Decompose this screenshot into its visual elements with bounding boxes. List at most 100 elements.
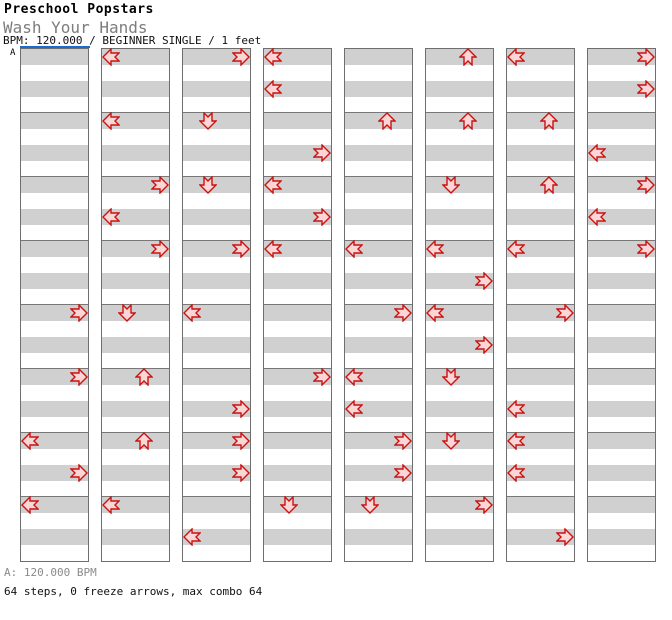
- note-arrow-left-icon: [345, 400, 363, 418]
- note-arrow-left-icon: [102, 112, 120, 130]
- beat-line: [102, 112, 169, 113]
- beat-line: [507, 304, 574, 305]
- note-arrow-right-icon: [232, 400, 250, 418]
- measure: [101, 48, 170, 562]
- note-arrow-up-icon: [459, 48, 477, 66]
- note-arrow-down-icon: [442, 368, 460, 386]
- beat-line: [264, 368, 331, 369]
- beat-line: [264, 496, 331, 497]
- note-arrow-right-icon: [637, 80, 655, 98]
- measure: [506, 48, 575, 562]
- beat-line: [345, 112, 412, 113]
- note-arrow-right-icon: [313, 208, 331, 226]
- beat-line: [183, 176, 250, 177]
- beat-line: [426, 496, 493, 497]
- song-title: Wash Your Hands: [3, 18, 148, 37]
- note-arrow-right-icon: [232, 240, 250, 258]
- note-arrow-left-icon: [183, 304, 201, 322]
- beat-line: [183, 112, 250, 113]
- beat-line: [588, 240, 655, 241]
- note-arrow-left-icon: [102, 48, 120, 66]
- note-arrow-left-icon: [264, 48, 282, 66]
- note-arrow-left-icon: [588, 144, 606, 162]
- beat-line: [345, 368, 412, 369]
- note-arrow-left-icon: [21, 496, 39, 514]
- beat-line: [507, 368, 574, 369]
- note-arrow-right-icon: [232, 48, 250, 66]
- beat-line: [21, 432, 88, 433]
- note-arrow-left-icon: [102, 496, 120, 514]
- note-arrow-left-icon: [588, 208, 606, 226]
- note-arrow-right-icon: [394, 464, 412, 482]
- note-arrow-left-icon: [507, 400, 525, 418]
- note-arrow-left-icon: [345, 240, 363, 258]
- note-arrow-right-icon: [637, 48, 655, 66]
- note-arrow-up-icon: [135, 368, 153, 386]
- measure: [20, 48, 89, 562]
- beat-line: [426, 432, 493, 433]
- bpm-marker-label: A: [10, 48, 16, 58]
- beat-line: [426, 176, 493, 177]
- beat-line: [426, 368, 493, 369]
- beat-line: [345, 432, 412, 433]
- beat-line: [588, 176, 655, 177]
- note-arrow-right-icon: [70, 464, 88, 482]
- beat-line: [102, 240, 169, 241]
- chart-meta: BPM: 120.000 / BEGINNER SINGLE / 1 feet: [3, 34, 262, 47]
- note-arrow-right-icon: [637, 176, 655, 194]
- note-arrow-up-icon: [378, 112, 396, 130]
- beat-line: [507, 432, 574, 433]
- note-arrow-right-icon: [232, 464, 250, 482]
- note-arrow-right-icon: [313, 368, 331, 386]
- note-arrow-right-icon: [475, 272, 493, 290]
- note-arrow-right-icon: [475, 496, 493, 514]
- note-arrow-up-icon: [459, 112, 477, 130]
- note-arrow-left-icon: [507, 240, 525, 258]
- note-arrow-left-icon: [264, 176, 282, 194]
- footer-bpm-text: A: 120.000 BPM: [4, 566, 97, 579]
- note-arrow-right-icon: [70, 304, 88, 322]
- beat-line: [507, 112, 574, 113]
- note-arrow-right-icon: [475, 336, 493, 354]
- beat-line: [21, 496, 88, 497]
- note-arrow-down-icon: [361, 496, 379, 514]
- note-arrow-down-icon: [280, 496, 298, 514]
- note-arrow-right-icon: [394, 304, 412, 322]
- beat-line: [588, 112, 655, 113]
- note-arrow-right-icon: [637, 240, 655, 258]
- beat-line: [183, 368, 250, 369]
- beat-line: [21, 368, 88, 369]
- beat-line: [102, 176, 169, 177]
- note-arrow-left-icon: [507, 464, 525, 482]
- measure: [425, 48, 494, 562]
- bpm-marker-line: [20, 46, 90, 48]
- note-arrow-right-icon: [232, 432, 250, 450]
- beat-line: [426, 240, 493, 241]
- beat-line: [21, 240, 88, 241]
- note-arrow-left-icon: [426, 240, 444, 258]
- beat-line: [264, 240, 331, 241]
- note-arrow-left-icon: [507, 432, 525, 450]
- beat-line: [426, 112, 493, 113]
- beat-line: [264, 112, 331, 113]
- note-arrow-right-icon: [70, 368, 88, 386]
- note-arrow-down-icon: [199, 176, 217, 194]
- measure: [587, 48, 656, 562]
- beat-line: [102, 432, 169, 433]
- note-arrow-right-icon: [313, 144, 331, 162]
- note-arrow-left-icon: [264, 80, 282, 98]
- beat-line: [426, 304, 493, 305]
- beat-line: [345, 240, 412, 241]
- beat-line: [102, 496, 169, 497]
- beat-line: [588, 496, 655, 497]
- footer-summary-text: 64 steps, 0 freeze arrows, max combo 64: [4, 585, 263, 598]
- page-title: Preschool Popstars: [4, 2, 154, 17]
- beat-line: [183, 304, 250, 305]
- beat-line: [183, 432, 250, 433]
- beat-line: [21, 112, 88, 113]
- beat-line: [183, 240, 250, 241]
- note-arrow-left-icon: [21, 432, 39, 450]
- note-arrow-down-icon: [199, 112, 217, 130]
- beat-line: [264, 176, 331, 177]
- beat-line: [507, 176, 574, 177]
